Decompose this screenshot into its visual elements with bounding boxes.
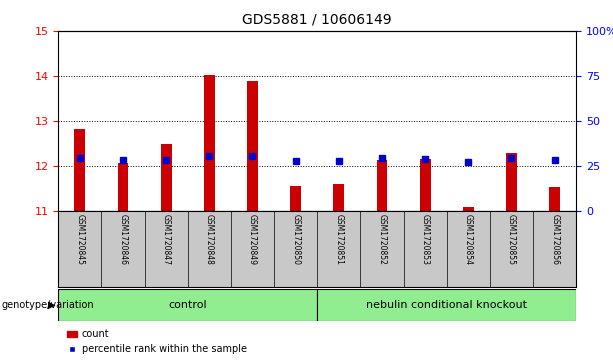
Text: GSM1720847: GSM1720847 <box>162 214 170 265</box>
Legend: count, percentile rank within the sample: count, percentile rank within the sample <box>63 326 251 358</box>
Text: genotype/variation: genotype/variation <box>1 300 94 310</box>
Text: ▶: ▶ <box>48 300 55 310</box>
Bar <box>118 163 128 211</box>
Bar <box>463 207 474 211</box>
Text: control: control <box>169 300 207 310</box>
Text: GSM1720845: GSM1720845 <box>75 214 85 265</box>
Bar <box>420 159 430 211</box>
Bar <box>333 184 345 211</box>
Bar <box>74 129 85 211</box>
Text: GSM1720855: GSM1720855 <box>507 214 516 265</box>
Text: GSM1720848: GSM1720848 <box>205 214 214 265</box>
Text: GSM1720846: GSM1720846 <box>118 214 128 265</box>
Text: GSM1720850: GSM1720850 <box>291 214 300 265</box>
Text: GSM1720853: GSM1720853 <box>421 214 430 265</box>
Bar <box>204 75 215 211</box>
Bar <box>549 187 560 211</box>
Bar <box>506 153 517 211</box>
Bar <box>247 81 258 211</box>
Bar <box>318 289 576 321</box>
Text: nebulin conditional knockout: nebulin conditional knockout <box>366 300 527 310</box>
Bar <box>58 289 318 321</box>
Text: GSM1720851: GSM1720851 <box>334 214 343 265</box>
Title: GDS5881 / 10606149: GDS5881 / 10606149 <box>242 13 392 27</box>
Bar <box>290 186 301 211</box>
Text: GSM1720849: GSM1720849 <box>248 214 257 265</box>
Text: GSM1720856: GSM1720856 <box>550 214 559 265</box>
Bar <box>161 144 172 211</box>
Bar <box>376 160 387 211</box>
Text: GSM1720852: GSM1720852 <box>378 214 386 265</box>
Text: GSM1720854: GSM1720854 <box>464 214 473 265</box>
